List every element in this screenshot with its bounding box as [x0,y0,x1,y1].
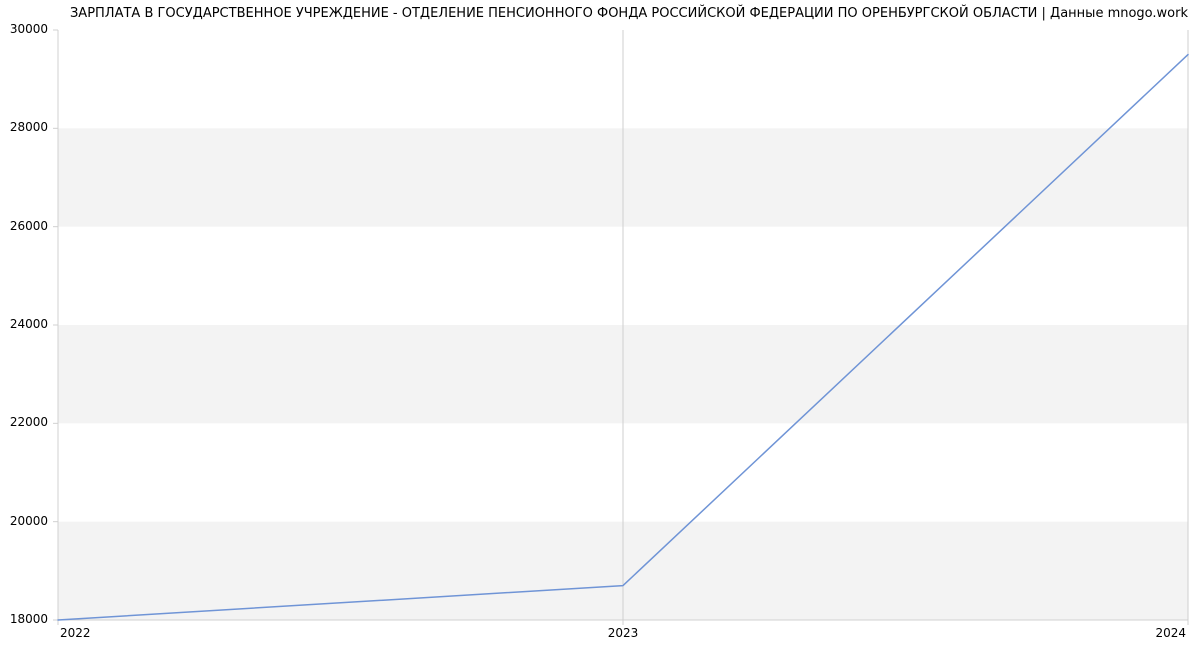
y-tick-label: 24000 [0,317,48,331]
y-tick-label: 28000 [0,120,48,134]
y-tick-label: 20000 [0,514,48,528]
y-tick-label: 18000 [0,612,48,626]
y-tick-label: 22000 [0,415,48,429]
x-tick-label: 2024 [1155,626,1186,640]
x-tick-label: 2023 [608,626,639,640]
y-tick-label: 26000 [0,219,48,233]
chart-plot: 18000 20000 22000 24000 26000 28000 30000 2022 2… [0,0,1200,650]
chart-svg [0,0,1200,650]
x-tick-label: 2022 [60,626,91,640]
y-tick-label: 30000 [0,22,48,36]
